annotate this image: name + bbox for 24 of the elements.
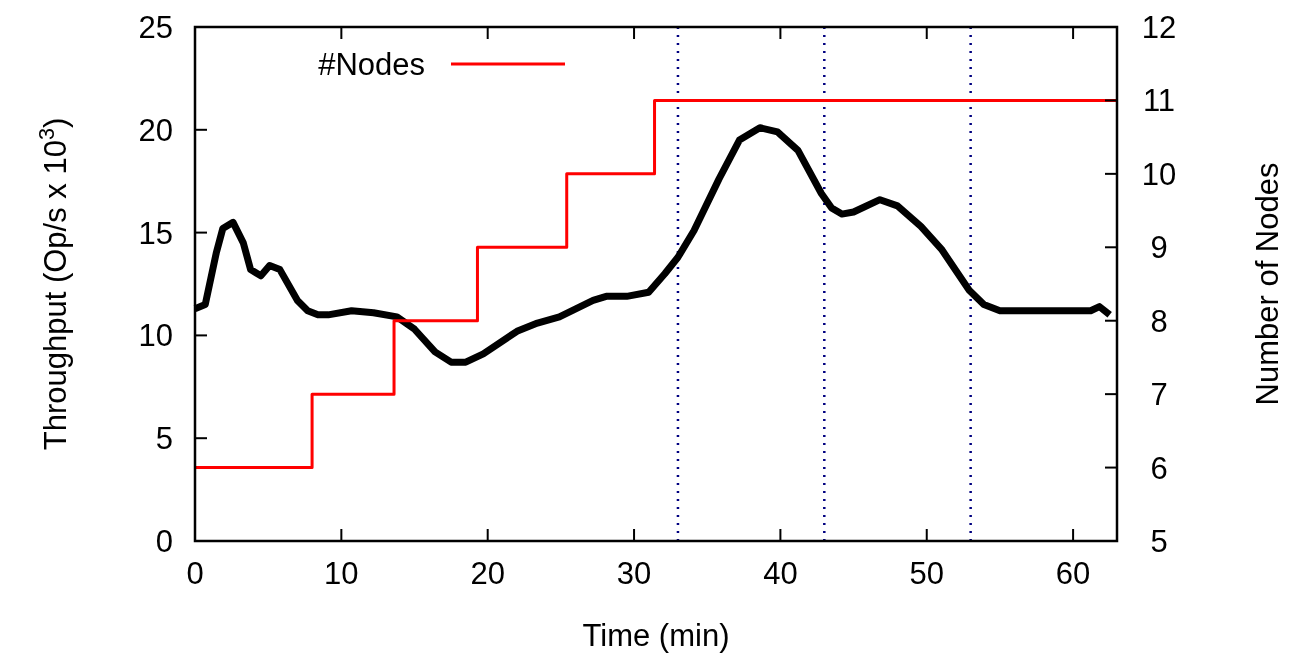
y2-tick-label: 10 (1141, 156, 1177, 192)
x-tick-label: 20 (470, 556, 505, 591)
y-tick-label: 15 (138, 215, 173, 251)
y-tick-label: 25 (138, 10, 173, 45)
x-axis-title: Time (min) (582, 618, 730, 653)
y-tick-label: 20 (138, 112, 173, 148)
y2-tick-label: 8 (1150, 303, 1168, 339)
y2-tick-label: 11 (1142, 83, 1176, 119)
y-tick-label: 5 (155, 421, 173, 457)
x-tick-label: 60 (1055, 556, 1091, 591)
y-tick-label: 0 (155, 524, 173, 559)
x-tick-label: 30 (616, 556, 652, 591)
y2-tick-label: 9 (1150, 230, 1168, 266)
x-tick-label: 50 (909, 556, 944, 591)
y2-tick-label: 12 (1141, 10, 1177, 45)
y2-tick-label: 7 (1150, 377, 1168, 413)
legend-label: #Nodes (318, 47, 425, 82)
y2-axis-title: Number of Nodes (1250, 162, 1285, 406)
x-tick-label: 10 (324, 556, 359, 591)
x-tick-label: 40 (763, 556, 798, 591)
x-tick-label: 0 (186, 556, 204, 591)
y2-tick-label: 6 (1150, 450, 1168, 486)
y2-tick-label: 5 (1150, 524, 1168, 559)
y-tick-label: 10 (138, 318, 173, 354)
